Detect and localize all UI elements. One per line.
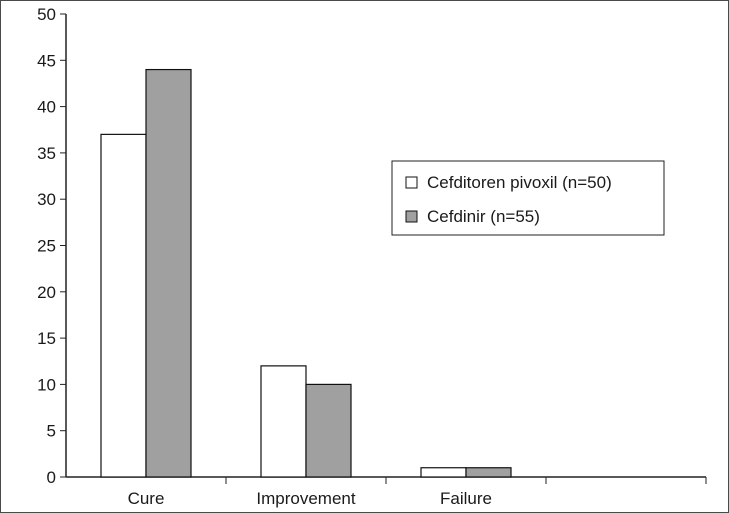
y-tick-label: 50 — [37, 5, 56, 24]
legend-swatch — [405, 176, 418, 189]
y-tick-label: 0 — [47, 468, 56, 487]
bar-cefdinir-failure — [465, 467, 512, 478]
legend: Cefditoren pivoxil (n=50) Cefdinir (n=55) — [391, 160, 665, 236]
y-tick-label: 15 — [37, 329, 56, 348]
x-axis-categories: Cure Improvement Failure — [128, 489, 492, 508]
bar-cefdinir-improvement — [305, 383, 352, 478]
y-tick-label: 30 — [37, 190, 56, 209]
x-category-label: Cure — [128, 489, 165, 508]
bar-cefditoren-failure — [420, 467, 467, 478]
bar-cefditoren-improvement — [260, 365, 307, 478]
y-tick-label: 25 — [37, 237, 56, 256]
x-category-label: Improvement — [256, 489, 355, 508]
legend-swatch — [405, 210, 418, 223]
y-tick-label: 20 — [37, 283, 56, 302]
y-axis-ticks: 0 5 10 15 20 25 30 35 40 45 50 — [37, 5, 66, 487]
y-tick-label: 40 — [37, 98, 56, 117]
legend-label: Cefdinir (n=55) — [427, 207, 540, 226]
legend-box — [391, 160, 665, 236]
legend-label: Cefditoren pivoxil (n=50) — [427, 173, 612, 192]
bar-cefdinir-cure — [145, 68, 192, 478]
x-category-label: Failure — [440, 489, 492, 508]
y-tick-label: 10 — [37, 375, 56, 394]
bar-cefditoren-cure — [100, 133, 147, 478]
y-tick-label: 5 — [47, 422, 56, 441]
y-tick-label: 45 — [37, 51, 56, 70]
y-tick-label: 35 — [37, 144, 56, 163]
bars — [100, 68, 512, 478]
